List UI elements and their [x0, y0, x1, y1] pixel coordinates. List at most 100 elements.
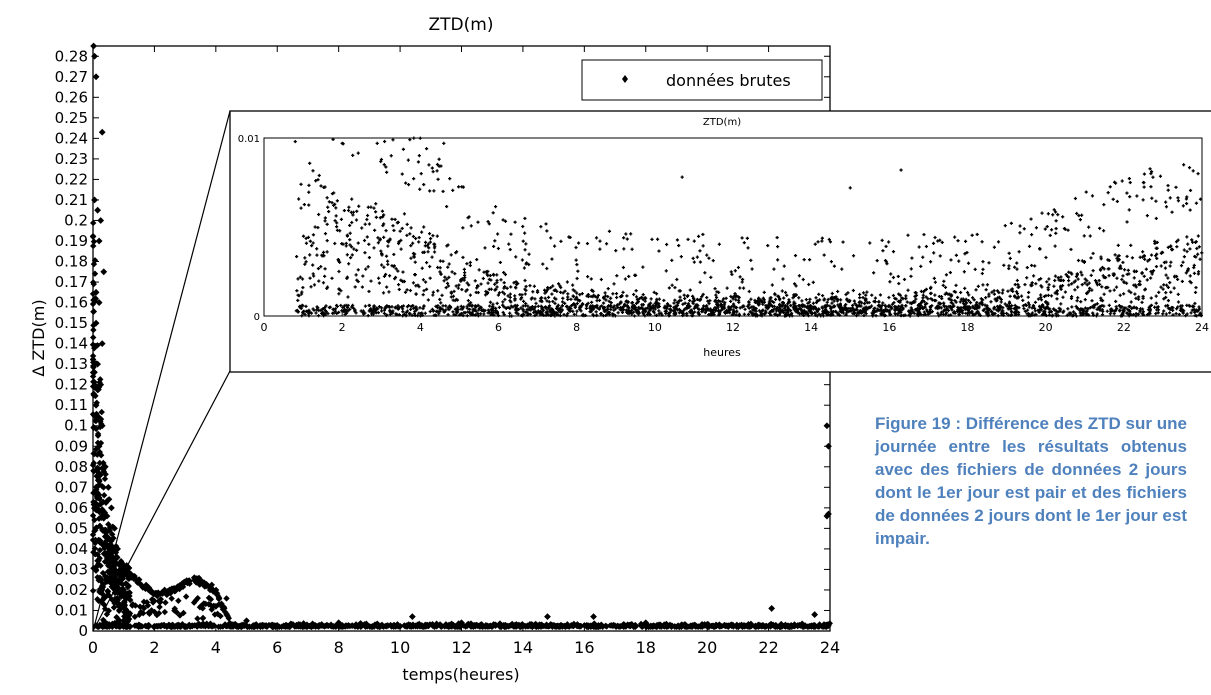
inset-data-point [1155, 240, 1159, 245]
main-data-point [251, 623, 258, 631]
inset-data-point [400, 307, 405, 311]
main-data-point [226, 620, 234, 627]
inset-data-point [552, 244, 557, 248]
inset-data-point [394, 267, 398, 271]
main-data-point [153, 592, 161, 599]
inset-data-point [1034, 282, 1038, 286]
inset-data-point [1147, 258, 1152, 262]
inset-data-point [944, 307, 948, 312]
inset-data-point [1107, 267, 1111, 271]
main-data-point [378, 621, 386, 629]
inset-data-point [629, 232, 633, 236]
main-data-point [176, 612, 184, 619]
inset-data-point [1018, 224, 1022, 228]
inset-data-point [346, 208, 351, 213]
inset-data-point [1151, 269, 1156, 273]
inset-data-point [421, 306, 425, 311]
inset-data-point [872, 271, 876, 275]
main-y-tick-label: 0.05 [55, 519, 88, 537]
inset-data-point [1135, 306, 1139, 311]
main-y-tick-label: 0.18 [55, 253, 88, 271]
main-data-point [137, 581, 145, 588]
inset-data-point [1164, 273, 1168, 277]
main-data-point [119, 575, 126, 583]
inset-data-point [1176, 277, 1180, 282]
inset-data-point [864, 293, 868, 297]
main-data-point [92, 536, 99, 544]
inset-data-point [598, 239, 602, 243]
main-data-point [556, 623, 564, 630]
inset-data-point [817, 292, 821, 296]
inset-data-point [386, 262, 390, 266]
main-data-point [90, 260, 98, 268]
inset-data-point [616, 311, 620, 315]
inset-data-point [902, 277, 907, 282]
inset-data-point [1075, 306, 1079, 310]
inset-data-point [938, 301, 942, 306]
inset-data-point [424, 147, 429, 151]
main-data-point [96, 508, 103, 516]
main-data-point [136, 611, 143, 618]
main-data-point [699, 622, 706, 629]
inset-data-point [382, 274, 387, 278]
inset-data-point [508, 311, 512, 315]
inset-data-point [366, 205, 370, 209]
inset-data-point [508, 295, 512, 299]
inset-data-point [1080, 259, 1084, 263]
inset-data-point [1025, 308, 1030, 312]
inset-data-point [536, 304, 540, 308]
inset-data-point [436, 177, 440, 181]
inset-data-point [780, 300, 784, 305]
main-data-point [131, 613, 139, 620]
inset-data-point [736, 265, 741, 270]
inset-data-point [917, 303, 921, 307]
inset-data-point [483, 246, 487, 250]
inset-data-point [677, 243, 681, 248]
main-data-point [91, 384, 98, 391]
inset-data-point [409, 307, 413, 312]
inset-data-point [319, 184, 323, 188]
inset-data-point [1047, 283, 1051, 287]
inset-data-point [523, 231, 527, 235]
inset-data-point [1171, 308, 1175, 312]
inset-data-point [717, 242, 721, 246]
inset-data-point [1045, 280, 1049, 284]
main-x-tick-label: 22 [758, 638, 778, 657]
main-data-point [137, 608, 145, 616]
main-data-point [147, 588, 154, 595]
main-data-point [102, 471, 109, 478]
main-y-tick-label: 0.03 [55, 560, 88, 578]
inset-data-point [1021, 298, 1025, 302]
inset-data-point [677, 299, 681, 303]
main-data-point [110, 565, 117, 573]
main-data-point [172, 622, 179, 630]
inset-data-point [523, 287, 527, 291]
inset-data-point [1104, 286, 1108, 290]
inset-data-point [421, 293, 425, 297]
main-data-point [95, 237, 103, 245]
inset-data-point [992, 292, 997, 296]
inset-data-point [350, 253, 354, 257]
main-data-point [97, 585, 104, 593]
inset-data-point [1129, 243, 1133, 247]
inset-data-point [1188, 208, 1192, 212]
inset-data-point [578, 292, 582, 297]
inset-data-point [938, 254, 942, 258]
main-data-point [145, 609, 153, 616]
inset-data-point [1022, 307, 1026, 311]
inset-data-point [995, 289, 1000, 293]
inset-data-point [780, 289, 784, 293]
inset-data-point [957, 259, 961, 263]
main-data-point [135, 576, 143, 584]
main-data-point [564, 621, 571, 628]
inset-data-point [1000, 291, 1005, 295]
inset-data-point [365, 235, 369, 239]
inset-data-point [653, 307, 657, 311]
main-data-point [182, 593, 190, 600]
main-data-point [752, 622, 759, 630]
main-data-point [98, 422, 106, 430]
inset-data-point [1102, 304, 1106, 308]
inset-data-point [514, 286, 518, 290]
main-data-point [825, 510, 832, 518]
inset-data-point [996, 240, 1001, 244]
